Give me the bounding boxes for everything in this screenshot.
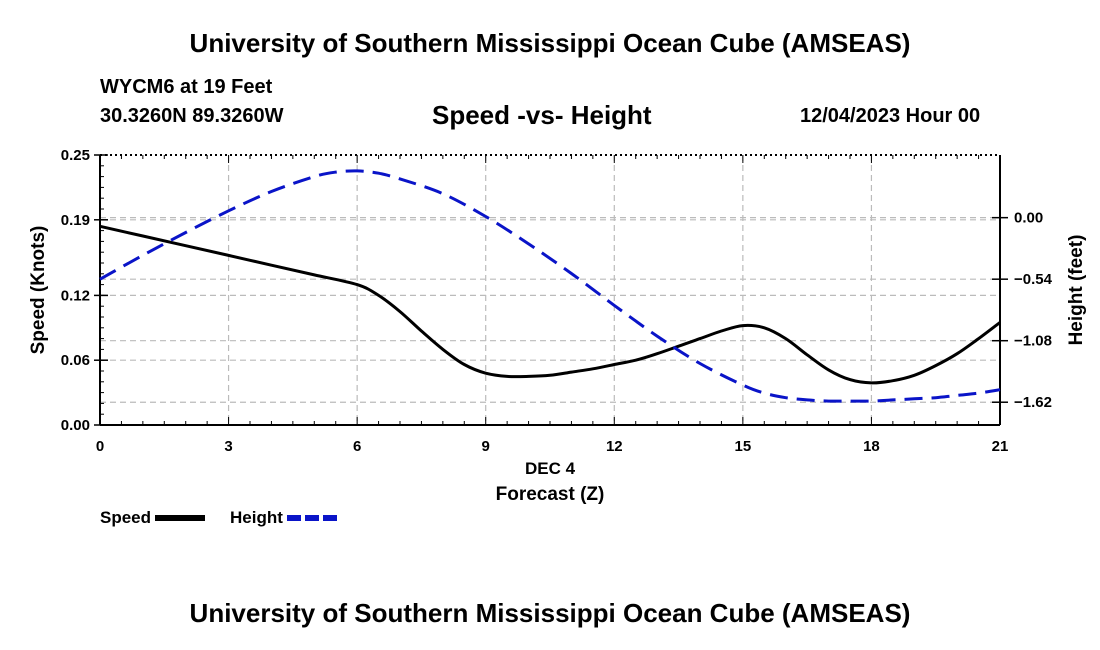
y-right-tick-label: −1.62 bbox=[1014, 394, 1052, 411]
station-label: WYCM6 at 19 Feet bbox=[100, 76, 273, 98]
y-right-tick-label: −0.54 bbox=[1014, 271, 1053, 288]
chart-title: University of Southern Mississippi Ocean… bbox=[189, 28, 911, 58]
legend-height-label: Height bbox=[230, 508, 283, 527]
forecast-datetime: 12/04/2023 Hour 00 bbox=[800, 105, 981, 127]
chart-title-bottom: University of Southern Mississippi Ocean… bbox=[189, 598, 911, 628]
x-axis-date-label: DEC 4 bbox=[525, 459, 576, 478]
y-left-tick-label: 0.19 bbox=[61, 212, 90, 229]
legend-speed-swatch bbox=[155, 515, 206, 521]
speed-series-line bbox=[99, 224, 1001, 385]
x-tick-label: 15 bbox=[735, 438, 752, 455]
x-tick-label: 0 bbox=[96, 438, 104, 455]
x-tick-label: 21 bbox=[992, 438, 1009, 455]
x-tick-label: 6 bbox=[353, 438, 361, 455]
y-left-tick-label: 0.25 bbox=[61, 147, 90, 164]
y-right-tick-label: 0.00 bbox=[1014, 210, 1043, 227]
station-coordinates: 30.3260N 89.3260W bbox=[100, 105, 284, 127]
x-axis-title: Forecast (Z) bbox=[496, 484, 605, 505]
x-tick-label: 12 bbox=[606, 438, 623, 455]
y-left-tick-label: 0.12 bbox=[61, 287, 90, 304]
legend-height-swatch bbox=[286, 515, 337, 521]
legend-height: Height bbox=[230, 508, 339, 528]
x-tick-label: 3 bbox=[224, 438, 232, 455]
legend-speed: Speed bbox=[100, 508, 207, 528]
y-left-axis-title: Speed (Knots) bbox=[28, 226, 49, 355]
height-series-line bbox=[99, 169, 1001, 403]
x-tick-label: 18 bbox=[863, 438, 880, 455]
legend-speed-label: Speed bbox=[100, 508, 152, 527]
chart-subtitle: Speed -vs- Height bbox=[432, 100, 652, 130]
x-tick-label: 9 bbox=[482, 438, 490, 455]
y-right-axis-title: Height (feet) bbox=[1066, 235, 1087, 346]
y-right-tick-label: −1.08 bbox=[1014, 333, 1052, 350]
y-left-tick-label: 0.00 bbox=[61, 417, 90, 434]
y-left-tick-label: 0.06 bbox=[61, 352, 90, 369]
